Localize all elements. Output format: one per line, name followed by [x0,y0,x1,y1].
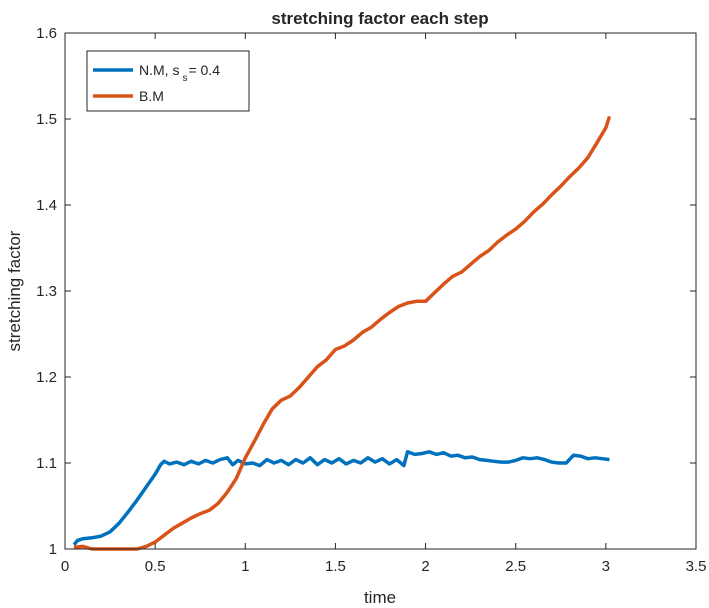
y-tick-label: 1.5 [36,111,57,128]
series-line-bm [73,115,612,551]
legend: N.M, ss= 0.4 B.M [86,50,250,112]
legend-label-nm: N.M, ss= 0.4 [139,62,220,84]
x-tick-label: 1 [241,558,249,575]
legend-label-nm-subscript: s [182,73,187,84]
chart-title: stretching factor each step [271,9,488,28]
x-tick-label: 0.5 [145,558,166,575]
x-tick-label: 2 [421,558,429,575]
x-tick-label: 1.5 [325,558,346,575]
y-axis-label: stretching factor [5,230,24,351]
tick-layer: 0 0.5 1 1.5 2 2.5 3 3.5 1 1.1 1.2 1.3 1.4 1.5 1.6 [36,25,706,575]
y-tick-label: 1.2 [36,369,57,386]
y-tick-label: 1.3 [36,283,57,300]
y-tick-label: 1 [49,541,57,558]
y-tick-label: 1.1 [36,455,57,472]
x-tick-label: 2.5 [505,558,526,575]
series-layer [72,115,612,551]
x-tick-label: 0 [61,558,69,575]
x-tick-label: 3 [602,558,610,575]
legend-label-nm-suffix: = 0.4 [188,62,220,78]
legend-label-nm-main: N.M, s [139,62,179,78]
legend-box [86,50,250,112]
series-line-nm [72,450,610,546]
x-tick-label: 3.5 [686,558,707,575]
y-tick-label: 1.4 [36,197,57,214]
y-tick-label: 1.6 [36,25,57,42]
x-axis-label: time [364,588,396,607]
legend-label-bm: B.M [139,88,164,104]
